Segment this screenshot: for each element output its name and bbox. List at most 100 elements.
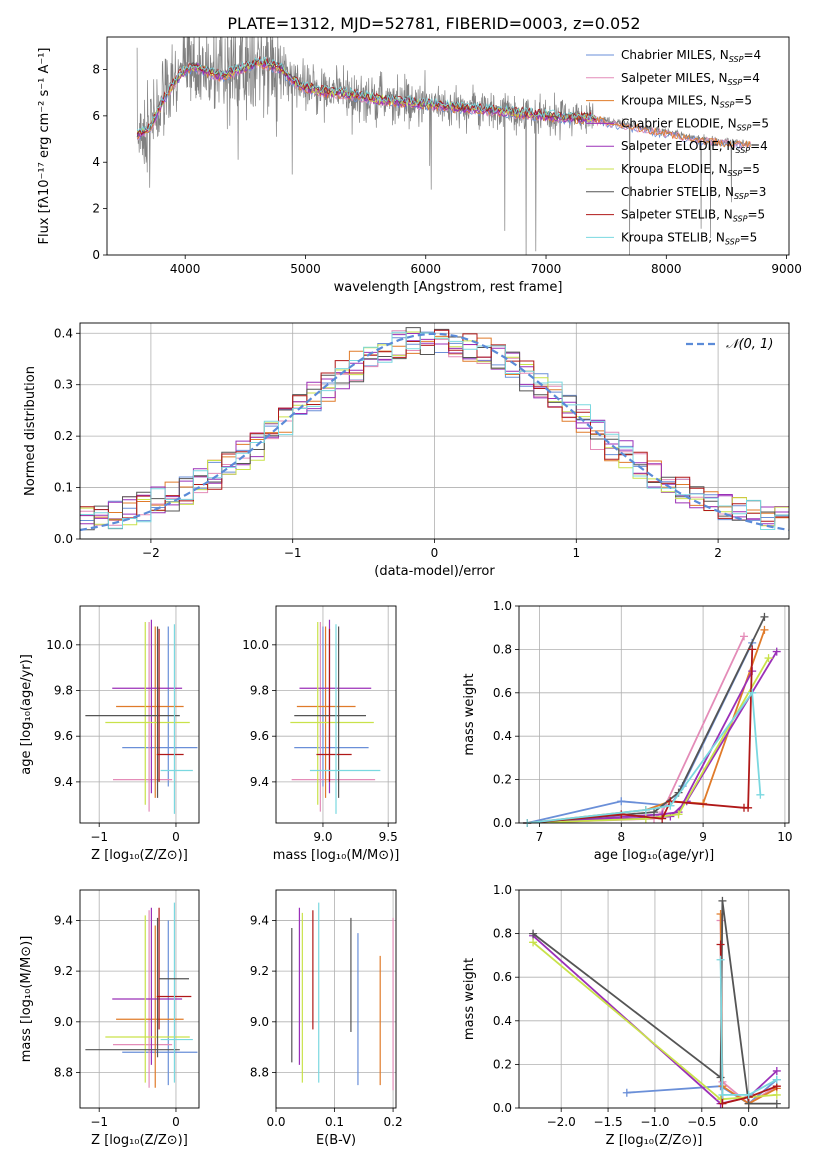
axes-frame [79,889,200,1109]
x-tick-label: −2 [142,546,160,560]
mass_vs_Z-y-label: mass [log₁₀(M/M⊙)] [19,936,34,1063]
legend-label: Kroupa STELIB, NSSP=5 [621,230,757,246]
legend-subscript: SSP [728,78,743,87]
y-tick-label: 1.0 [493,599,512,613]
y-tick-label: 9.0 [250,1015,269,1029]
residuals-x-label: (data-model)/error [374,564,495,579]
legend-subscript: SSP [728,169,743,178]
axes-weight_vs_Z: −2.0 −1.5 −1.0 −0.5 0.0 0.0 0.2 0.4 0.6 0.8 1.0 [493,883,789,1129]
mass_vs_Z-x-label: Z [log₁₀(Z/Z⊙)] [91,1133,188,1148]
weight-marker [772,1066,781,1075]
y-tick-label: 9.6 [54,729,73,743]
legend-label: Chabrier STELIB, NSSP=3 [621,185,766,201]
x-tick-label: −1 [284,546,302,560]
weight-marker [764,654,773,663]
x-tick-label: −0.5 [687,1115,716,1129]
weight-marker [617,797,626,806]
legend-subscript: SSP [720,101,735,110]
legend-label: Salpeter MILES, NSSP=4 [621,71,760,87]
x-tick-label: 8000 [651,262,682,276]
weight_vs_Z-x-label: Z [log₁₀(Z/Z⊙)] [606,1133,703,1148]
y-tick-label: 0.4 [493,1014,512,1028]
y-tick-label: 9.4 [250,775,269,789]
weight-line-chabrier-stelib [527,616,766,823]
legend-label: Chabrier MILES, NSSP=4 [621,48,761,64]
weight-line-kroupa-stelib [719,959,778,1096]
model-line-kroupa-stelib [136,56,597,133]
x-tick-label: 9.5 [379,830,398,844]
y-tick-label: 0.2 [493,1057,512,1071]
x-tick-label: 1 [572,546,580,560]
x-tick-label: 5000 [290,262,321,276]
x-tick-label: 6000 [410,262,441,276]
x-tick-label: 8 [617,830,625,844]
axes-frame [275,889,397,1109]
weight-marker [666,801,675,810]
x-tick-label: 2 [714,546,722,560]
y-tick-label: 4 [92,155,100,169]
x-tick-label: −1.0 [640,1115,669,1129]
y-tick-label: 0.8 [493,642,512,656]
legend-subscript: SSP [733,215,748,224]
x-tick-label: 9.0 [313,830,332,844]
weight-line-salpeter-elodie [527,651,778,823]
legend-count: =4 [743,48,761,62]
weight_vs_Z-y-label: mass weight [462,958,477,1040]
x-tick-label: 7 [536,830,544,844]
x-tick-label: 0.0 [739,1115,758,1129]
spectrum-x-label: wavelength [Angstrom, rest frame] [334,280,563,295]
x-tick-label: 7000 [531,262,562,276]
y-tick-label: 8.8 [250,1066,269,1080]
weight-marker [772,1075,781,1084]
mass_vs_ebv-x-label: E(B-V) [316,1133,356,1148]
weight-marker [529,938,538,947]
legend-count: =4 [750,139,768,153]
legend-label-gaussian: 𝒩(0, 1) [726,337,773,352]
y-tick-label: 0.6 [493,686,512,700]
y-tick-label: 0.8 [493,927,512,941]
y-tick-label: 0.4 [54,326,73,340]
residuals-y-label: Normed distribution [23,366,38,496]
x-tick-label: −1.5 [593,1115,622,1129]
spectrum-y-label: Flux [fλ10⁻¹⁷ erg cm⁻² s⁻¹ A⁻¹] [37,48,52,245]
y-tick-label: 0.3 [54,378,73,392]
y-tick-label: 0.0 [54,532,73,546]
axes-frame [79,322,790,540]
weight-marker [658,814,667,823]
x-tick-label: 0 [431,546,439,560]
y-tick-label: 9.8 [54,684,73,698]
weight-marker [674,810,683,819]
x-tick-label: 0 [172,1115,180,1129]
weight-marker [716,1073,725,1082]
x-tick-label: 0.0 [266,1115,285,1129]
y-tick-label: 0.2 [493,773,512,787]
y-tick-label: 9.6 [250,729,269,743]
legend-count: =5 [734,94,752,108]
model-line-salpeter-stelib [136,56,597,136]
weight-marker [622,1088,631,1097]
x-tick-label: 0.2 [384,1115,403,1129]
weight-line-salpeter-miles [527,636,745,823]
y-tick-label: 1.0 [493,883,512,897]
spectrum-legend: Chabrier MILES, NSSP=4 Salpeter MILES, NS… [586,48,769,246]
x-tick-label: 0 [172,830,180,844]
x-tick-label: −1 [90,1115,108,1129]
axes-spectrum: 4000 5000 6000 7000 8000 9000 0 2 4 6 8 [92,62,802,276]
x-tick-label: 4000 [170,262,201,276]
weight-marker [760,625,769,634]
y-tick-label: 2 [92,202,100,216]
weight-marker [641,814,650,823]
y-tick-label: 9.8 [250,684,269,698]
hist-step-kroupa-stelib [80,331,789,530]
legend-count: =5 [742,162,760,176]
y-tick-label: 8 [92,62,100,76]
weight-marker [718,1099,727,1108]
axes-residuals: −2 −1 0 1 2 0.0 0.1 0.2 0.3 0.4 [54,323,789,560]
y-tick-label: 10.0 [242,638,269,652]
x-tick-label: 9 [699,830,707,844]
y-tick-label: 6 [92,109,100,123]
weight-marker [641,805,650,814]
legend-label: Kroupa MILES, NSSP=5 [621,94,752,110]
legend-label: Chabrier ELODIE, NSSP=5 [621,116,769,132]
